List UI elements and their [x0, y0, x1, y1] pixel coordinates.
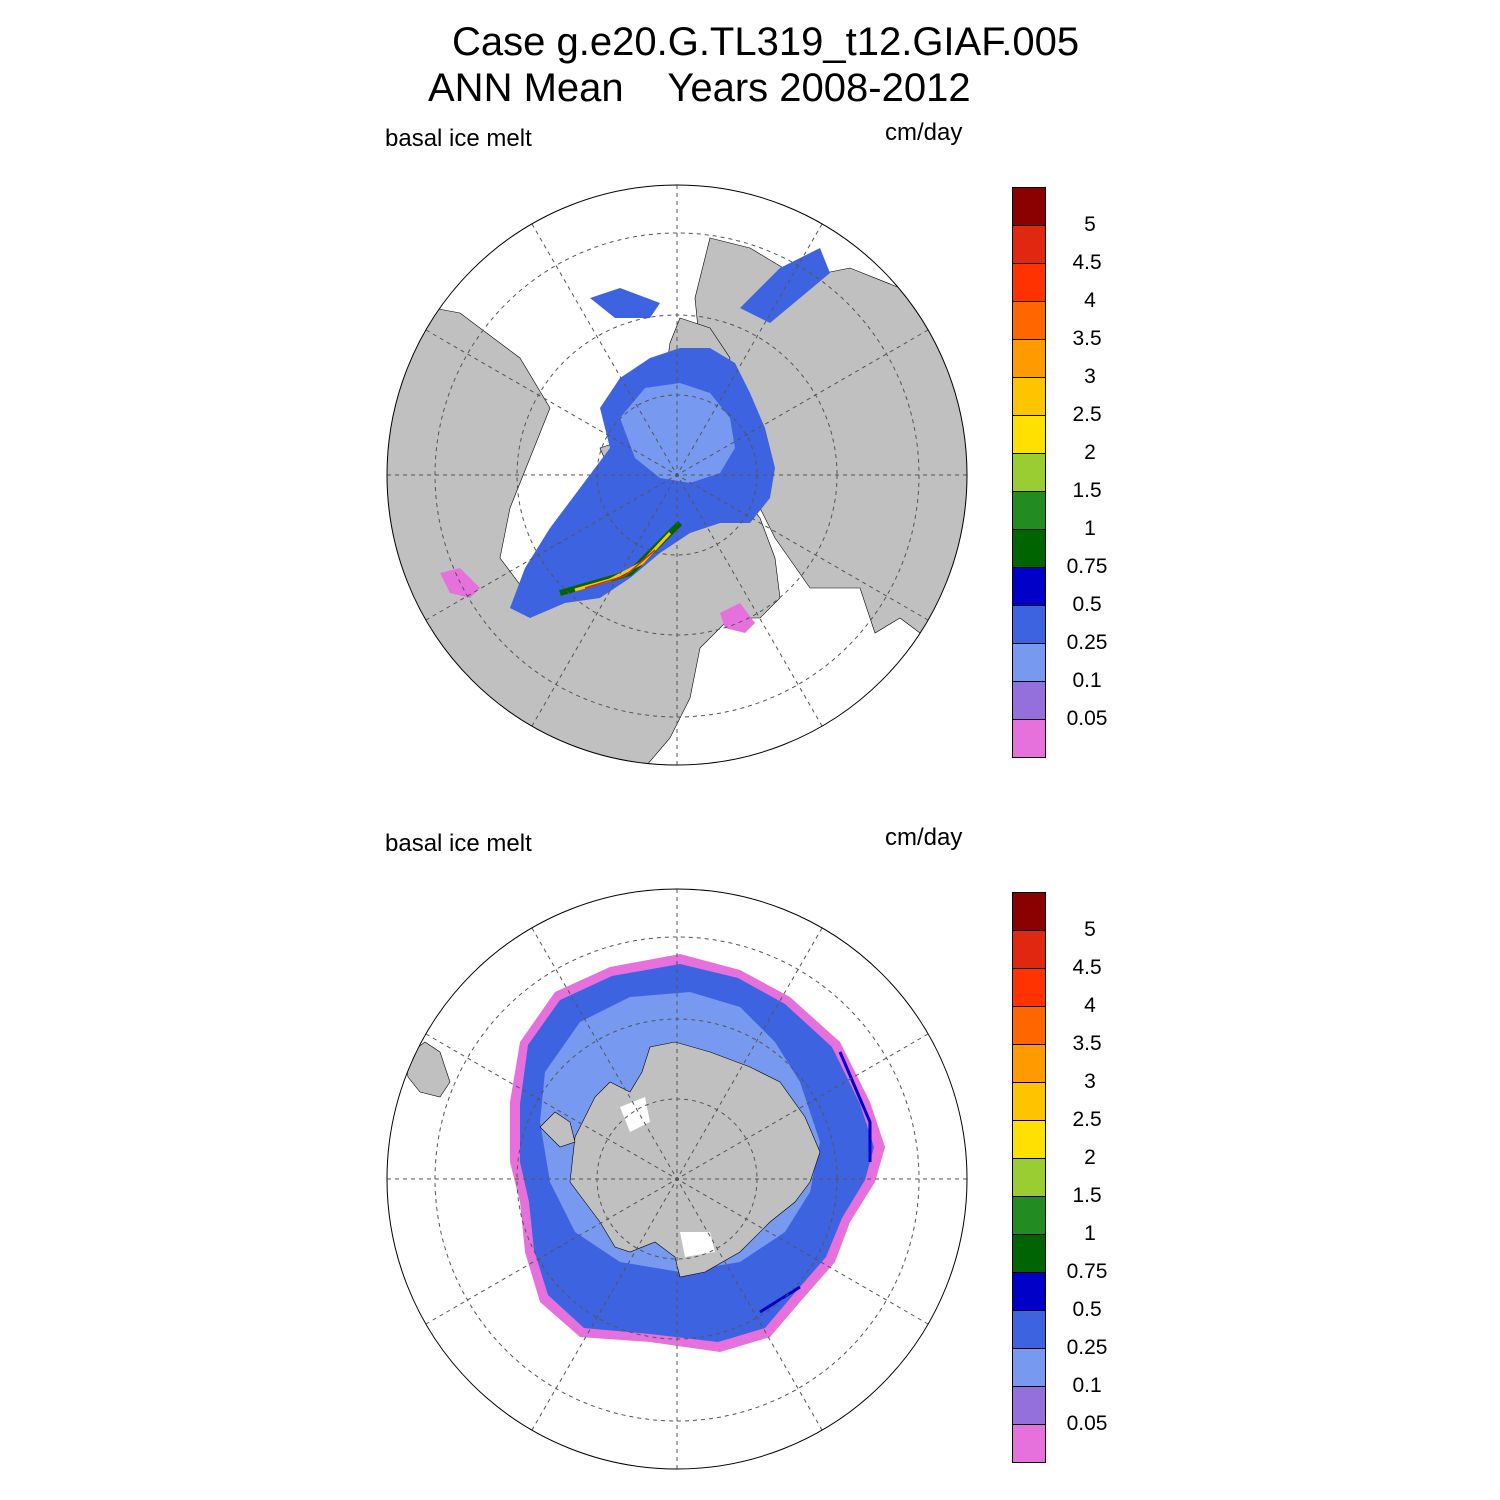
north-colorbar-tick-label: 1.5 — [1072, 479, 1102, 502]
south-colorbar-swatch — [1012, 1386, 1046, 1425]
north-colorbar-swatch — [1012, 567, 1046, 606]
south-colorbar-swatch — [1012, 1310, 1046, 1349]
south-colorbar-tick-label: 2.5 — [1072, 1108, 1102, 1131]
north-sea-ice-edge — [720, 603, 755, 633]
north-colorbar-tick-label: 0.75 — [1066, 555, 1108, 578]
north-colorbar-swatch — [1012, 263, 1046, 302]
north-colorbar-tick-label: 2 — [1084, 441, 1096, 464]
north-sea-ice-outer — [590, 288, 660, 318]
north-colorbar-swatch — [1012, 605, 1046, 644]
north-colorbar-swatch — [1012, 301, 1046, 340]
north-sea-ice-outer — [740, 248, 830, 323]
south-colorbar-swatch — [1012, 1158, 1046, 1197]
south-land — [404, 1041, 451, 1098]
south-colorbar-tick-label: 3.5 — [1072, 1032, 1102, 1055]
south-colorbar-tick-label: 4 — [1084, 994, 1096, 1017]
south-high-melt-band — [838, 1051, 872, 1162]
south-colorbar-swatch — [1012, 1196, 1046, 1235]
north-polar-map — [386, 184, 968, 766]
south-colorbar-tick-label: 0.05 — [1066, 1412, 1108, 1435]
north-colorbar-swatch — [1012, 339, 1046, 378]
south-colorbar-swatch — [1012, 968, 1046, 1007]
north-colorbar-tick-label: 2.5 — [1072, 403, 1102, 426]
north-colorbar-tick-label: 4 — [1084, 289, 1096, 312]
figure-title-line2: ANN Mean Years 2008-2012 — [428, 66, 971, 110]
north-colorbar-tick-label: 0.25 — [1066, 631, 1108, 654]
south-colorbar-swatch — [1012, 1120, 1046, 1159]
north-colorbar-tick-label: 5 — [1084, 213, 1096, 236]
north-colorbar-swatch — [1012, 225, 1046, 264]
north-colorbar-swatch — [1012, 415, 1046, 454]
south-colorbar-tick-label: 3 — [1084, 1070, 1096, 1093]
south-colorbar-tick-label: 1.5 — [1072, 1184, 1102, 1207]
south-colorbar-tick-label: 5 — [1084, 918, 1096, 941]
figure-title-line1: Case g.e20.G.TL319_t12.GIAF.005 — [452, 20, 1080, 64]
north-high-melt-band — [584, 549, 656, 589]
north-variable-label: basal ice melt — [385, 125, 532, 152]
south-land — [569, 1041, 821, 1278]
north-units-label: cm/day — [885, 119, 963, 146]
south-colorbar-tick-label: 1 — [1084, 1222, 1096, 1245]
south-ice-shelf — [620, 1097, 650, 1132]
north-colorbar-swatch — [1012, 681, 1046, 720]
south-colorbar-swatch — [1012, 1424, 1046, 1463]
south-colorbar-tick-label: 4.5 — [1072, 956, 1102, 979]
south-colorbar: 0.05 0.1 0.25 0.5 0.75 1 1.5 2 2.5 3 3.5 4 4.5 5 — [1012, 892, 1107, 1463]
south-colorbar-swatch — [1012, 1234, 1046, 1273]
south-polar-map — [386, 888, 968, 1470]
north-colorbar-swatch — [1012, 453, 1046, 492]
south-colorbar-swatch — [1012, 892, 1046, 931]
north-colorbar-swatch — [1012, 529, 1046, 568]
north-colorbar-tick-label: 3 — [1084, 365, 1096, 388]
north-colorbar-swatch — [1012, 377, 1046, 416]
south-colorbar-tick-label: 0.5 — [1072, 1298, 1102, 1321]
north-colorbar-tick-label: 0.05 — [1066, 707, 1108, 730]
north-colorbar-tick-label: 4.5 — [1072, 251, 1102, 274]
north-colorbar-tick-label: 0.5 — [1072, 593, 1102, 616]
north-colorbar-swatch — [1012, 643, 1046, 682]
south-colorbar-swatch — [1012, 1272, 1046, 1311]
south-variable-label: basal ice melt — [385, 830, 532, 857]
south-colorbar-swatch — [1012, 930, 1046, 969]
north-colorbar-swatch — [1012, 719, 1046, 758]
north-colorbar-swatch — [1012, 491, 1046, 530]
north-colorbar-swatch — [1012, 187, 1046, 226]
north-colorbar-tick-label: 3.5 — [1072, 327, 1102, 350]
north-colorbar-tick-label: 0.1 — [1072, 669, 1102, 692]
south-colorbar-swatch — [1012, 1082, 1046, 1121]
south-colorbar-tick-label: 0.25 — [1066, 1336, 1108, 1359]
south-colorbar-swatch — [1012, 1044, 1046, 1083]
south-colorbar-tick-label: 0.1 — [1072, 1374, 1102, 1397]
south-colorbar-tick-label: 2 — [1084, 1146, 1096, 1169]
south-colorbar-swatch — [1012, 1348, 1046, 1387]
north-colorbar-tick-label: 1 — [1084, 517, 1096, 540]
south-high-melt-band — [759, 1285, 801, 1314]
south-ice-shelf — [680, 1232, 715, 1257]
south-colorbar-swatch — [1012, 1006, 1046, 1045]
north-colorbar: 0.05 0.1 0.25 0.5 0.75 1 1.5 2 2.5 3 3.5 4 4.5 5 — [1012, 187, 1107, 758]
south-units-label: cm/day — [885, 824, 963, 851]
south-land — [539, 1111, 576, 1148]
south-colorbar-tick-label: 0.75 — [1066, 1260, 1108, 1283]
